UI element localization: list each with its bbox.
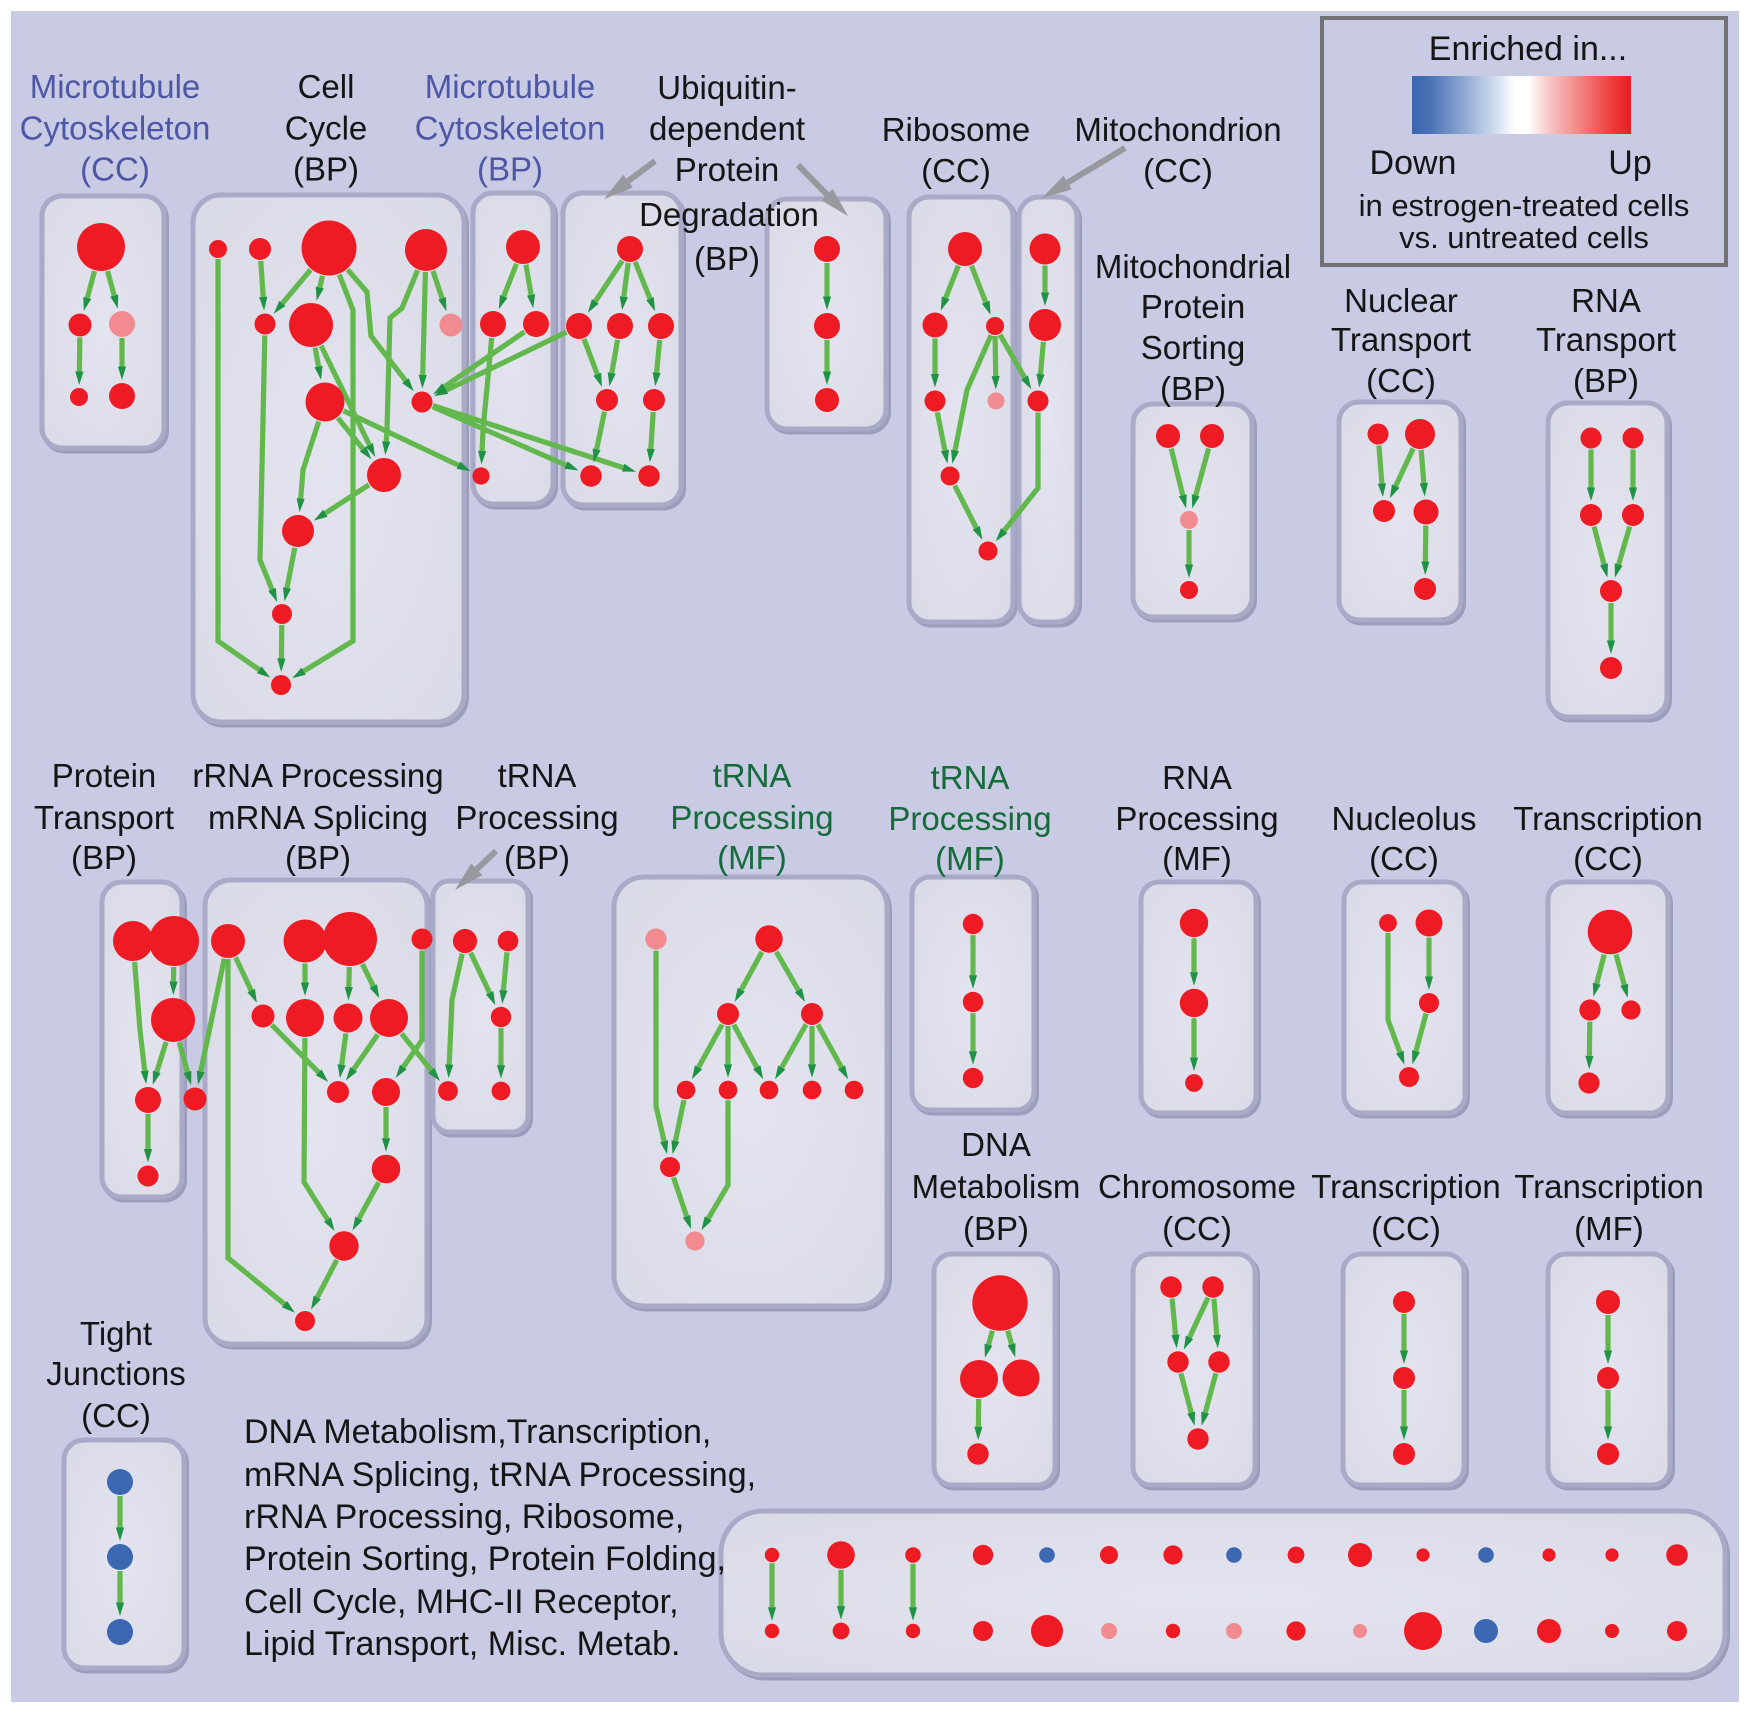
svg-text:Junctions: Junctions [46, 1355, 185, 1392]
svg-text:Down: Down [1370, 144, 1457, 182]
svg-text:DNA Metabolism,Transcription,: DNA Metabolism,Transcription, [244, 1413, 711, 1451]
svg-text:Protein Sorting, Protein Foldi: Protein Sorting, Protein Folding, [244, 1540, 726, 1578]
svg-text:Cytoskeleton: Cytoskeleton [20, 110, 211, 147]
svg-text:Mitochondrial: Mitochondrial [1095, 248, 1291, 285]
svg-text:Cytoskeleton: Cytoskeleton [415, 110, 606, 147]
svg-text:(MF): (MF) [717, 839, 787, 876]
svg-text:Processing: Processing [888, 800, 1051, 837]
svg-text:Lipid Transport, Misc. Metab.: Lipid Transport, Misc. Metab. [244, 1625, 681, 1663]
svg-text:in estrogen-treated cells: in estrogen-treated cells [1359, 188, 1690, 223]
svg-text:tRNA: tRNA [713, 757, 792, 794]
svg-text:rRNA Processing: rRNA Processing [192, 757, 443, 794]
svg-text:Transcription: Transcription [1513, 800, 1703, 837]
svg-text:(CC): (CC) [1371, 1210, 1441, 1247]
svg-text:Protein: Protein [675, 151, 780, 188]
svg-text:Protein: Protein [1141, 288, 1246, 325]
svg-text:Chromosome: Chromosome [1098, 1168, 1296, 1205]
svg-text:Degradation: Degradation [639, 196, 819, 233]
svg-text:(CC): (CC) [1143, 152, 1213, 189]
svg-text:Sorting: Sorting [1141, 329, 1246, 366]
svg-text:Ubiquitin-: Ubiquitin- [657, 69, 796, 106]
svg-text:mRNA Splicing: mRNA Splicing [208, 799, 428, 836]
svg-text:(BP): (BP) [1160, 370, 1226, 407]
svg-text:Cell: Cell [298, 68, 355, 105]
svg-text:Transport: Transport [1536, 321, 1676, 358]
svg-text:Processing: Processing [670, 799, 833, 836]
svg-text:dependent: dependent [649, 110, 805, 147]
svg-text:Tight: Tight [80, 1315, 152, 1352]
svg-text:Microtubule: Microtubule [425, 68, 596, 105]
svg-text:(CC): (CC) [81, 1397, 151, 1434]
svg-text:Cycle: Cycle [285, 110, 368, 147]
svg-text:Mitochondrion: Mitochondrion [1074, 111, 1281, 148]
svg-text:(CC): (CC) [1369, 840, 1439, 877]
svg-text:Metabolism: Metabolism [912, 1168, 1081, 1205]
svg-text:mRNA Splicing, tRNA Processing: mRNA Splicing, tRNA Processing, [244, 1456, 756, 1494]
svg-text:(BP): (BP) [477, 151, 543, 188]
svg-text:Transport: Transport [34, 799, 174, 836]
svg-text:(BP): (BP) [285, 839, 351, 876]
svg-text:Transcription: Transcription [1514, 1168, 1704, 1205]
svg-text:(CC): (CC) [1573, 840, 1643, 877]
svg-text:(BP): (BP) [71, 839, 137, 876]
svg-text:Transport: Transport [1331, 321, 1471, 358]
svg-text:RNA: RNA [1162, 759, 1232, 796]
svg-text:rRNA Processing, Ribosome,: rRNA Processing, Ribosome, [244, 1498, 684, 1536]
svg-text:(MF): (MF) [935, 840, 1005, 877]
svg-text:Microtubule: Microtubule [30, 68, 201, 105]
svg-text:Enriched in...: Enriched in... [1429, 30, 1627, 68]
svg-text:Processing: Processing [1115, 800, 1278, 837]
svg-text:RNA: RNA [1571, 282, 1641, 319]
svg-text:Processing: Processing [455, 799, 618, 836]
svg-text:Nucleolus: Nucleolus [1332, 800, 1477, 837]
svg-text:(BP): (BP) [694, 240, 760, 277]
svg-text:(MF): (MF) [1574, 1210, 1644, 1247]
svg-text:vs. untreated cells: vs. untreated cells [1399, 220, 1649, 255]
svg-text:(BP): (BP) [504, 839, 570, 876]
svg-text:(BP): (BP) [293, 151, 359, 188]
svg-text:Nuclear: Nuclear [1344, 282, 1458, 319]
svg-text:DNA: DNA [961, 1126, 1031, 1163]
svg-text:(CC): (CC) [80, 151, 150, 188]
svg-text:(CC): (CC) [1366, 362, 1436, 399]
svg-text:tRNA: tRNA [498, 757, 577, 794]
svg-text:(BP): (BP) [1573, 362, 1639, 399]
svg-text:tRNA: tRNA [931, 759, 1010, 796]
svg-text:(CC): (CC) [921, 152, 991, 189]
svg-text:Ribosome: Ribosome [882, 111, 1031, 148]
svg-text:(CC): (CC) [1162, 1210, 1232, 1247]
svg-text:Transcription: Transcription [1311, 1168, 1501, 1205]
svg-text:Protein: Protein [52, 757, 157, 794]
svg-text:Up: Up [1608, 144, 1651, 182]
svg-text:Cell Cycle, MHC-II Receptor,: Cell Cycle, MHC-II Receptor, [244, 1583, 679, 1621]
svg-text:(MF): (MF) [1162, 840, 1232, 877]
svg-text:(BP): (BP) [963, 1210, 1029, 1247]
